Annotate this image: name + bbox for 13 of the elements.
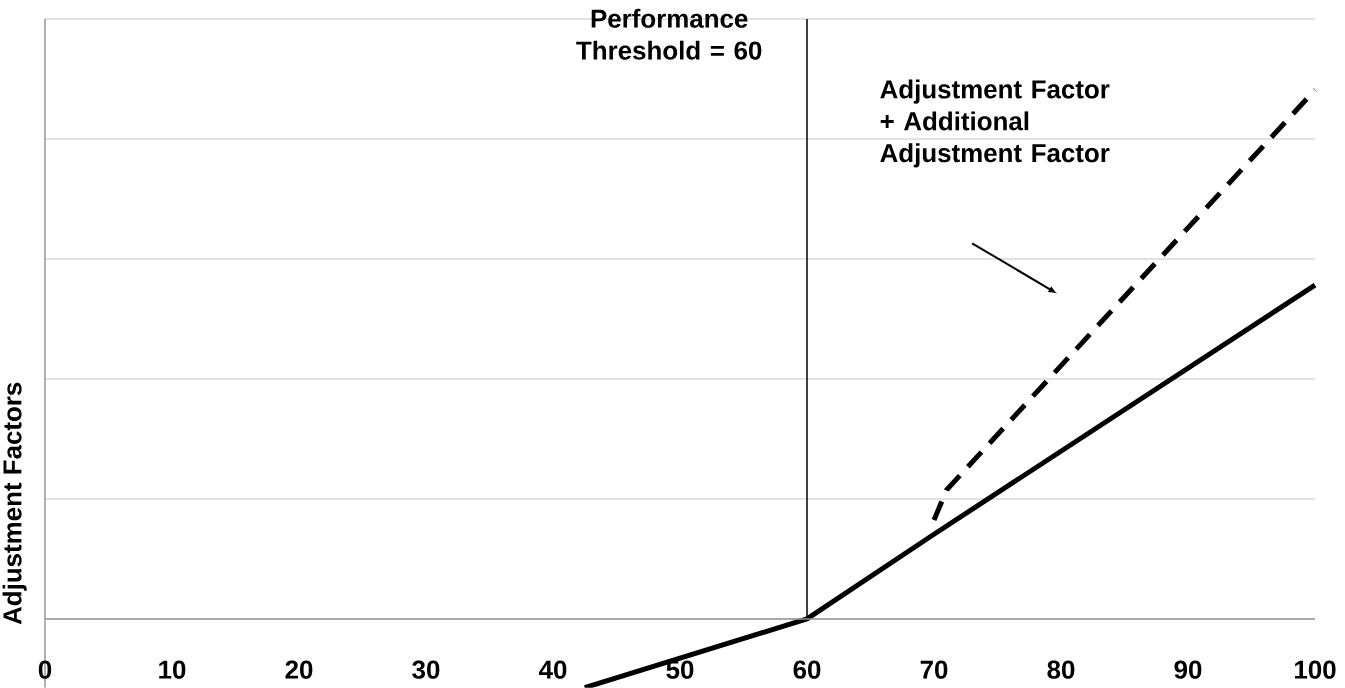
x-tick-label: 90 — [1174, 660, 1202, 679]
x-tick-label: 20 — [285, 660, 313, 679]
x-tick-label: 60 — [793, 660, 821, 679]
x-tick-label: 70 — [920, 660, 948, 679]
annotation: Adjustment Factor + Additional Adjustment Factor — [880, 79, 1110, 168]
y-axis-title: Adjustment Factors — [2, 382, 27, 625]
x-tick-label: 100 — [1295, 660, 1336, 679]
x-tick-label: 10 — [159, 660, 186, 679]
x-tick-label: 40 — [538, 660, 567, 679]
ref-line-label: Performance Threshold = 60 — [576, 9, 762, 60]
x-tick-label: 30 — [412, 660, 440, 680]
x-tick-label: 0 — [38, 660, 52, 679]
x-tick-label: 80 — [1047, 660, 1075, 679]
